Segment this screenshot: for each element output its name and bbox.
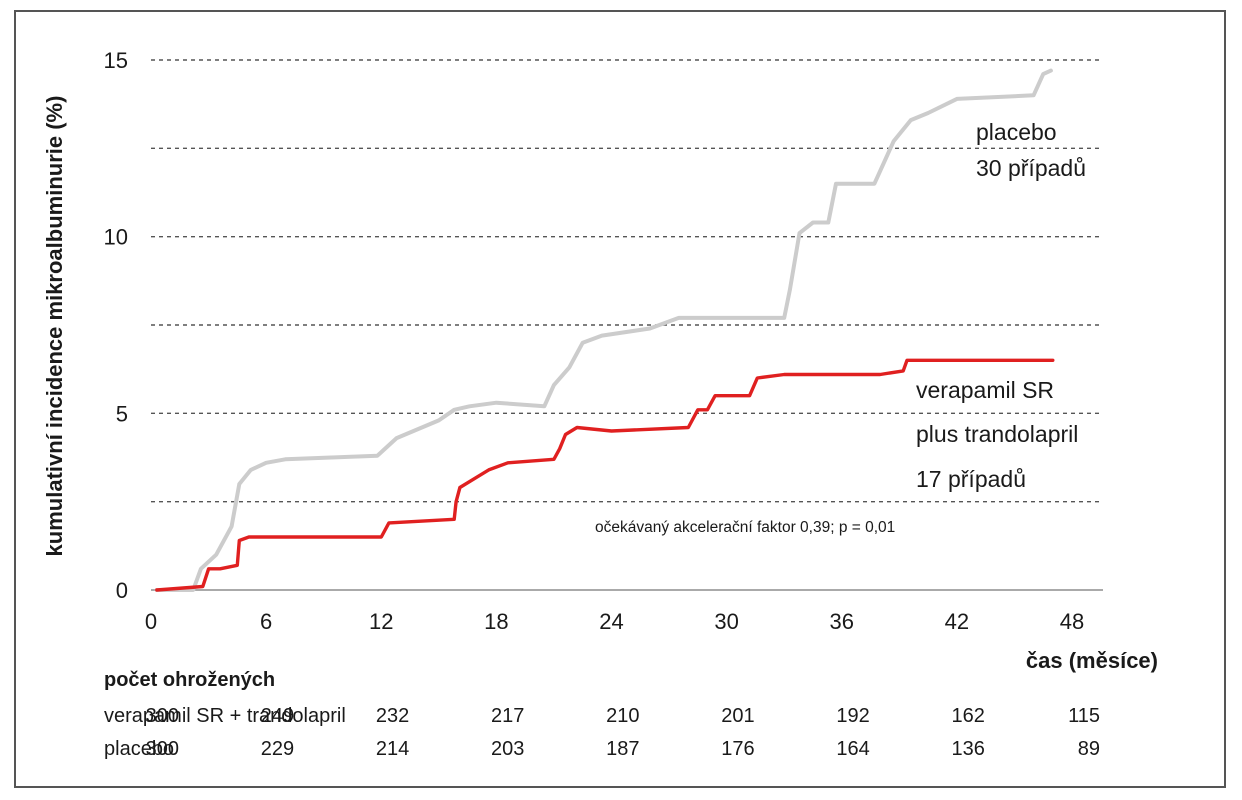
at-risk-value: 214 <box>375 738 410 760</box>
at-risk-value: 115 <box>1068 705 1100 727</box>
x-tick-label: 24 <box>599 609 623 634</box>
x-tick-label: 42 <box>945 609 969 634</box>
grid-lines <box>151 59 1103 503</box>
at-risk-value: 300 <box>145 705 179 727</box>
x-tick-label: 30 <box>714 609 738 634</box>
statistics-note: očekávaný akcelerační faktor 0,39; p = 0… <box>595 519 895 536</box>
at-risk-title: počet ohrožených <box>104 669 276 691</box>
treatment-label-line2: plus trandolapril <box>916 421 1078 447</box>
y-tick-label: 5 <box>116 401 128 426</box>
treatment-line <box>155 358 1055 592</box>
at-risk-value: 136 <box>951 738 985 760</box>
y-tick-label: 15 <box>104 48 128 73</box>
at-risk-value: 201 <box>721 705 755 727</box>
at-risk-value: 162 <box>951 705 985 727</box>
placebo-label: placebo <box>976 119 1057 145</box>
at-risk-value: 164 <box>836 738 870 760</box>
at-risk-value: 203 <box>491 738 525 760</box>
y-tick-label: 0 <box>116 578 128 603</box>
x-tick-label: 18 <box>484 609 508 634</box>
x-axis-label: čas (měsíce) <box>1026 648 1158 673</box>
at-risk-value: 229 <box>260 738 295 760</box>
treatment-cases-label: 17 případů <box>916 466 1026 492</box>
at-risk-row-label: verapamil SR + trandolapril <box>104 705 346 727</box>
x-tick-label: 0 <box>145 609 157 634</box>
placebo-line <box>154 68 1053 592</box>
y-tick-label: 10 <box>104 225 128 250</box>
x-tick-label: 48 <box>1060 609 1084 634</box>
x-tick-label: 36 <box>830 609 854 634</box>
x-tick-label: 6 <box>260 609 272 634</box>
chart-frame <box>14 10 1226 788</box>
at-risk-row-label: placebo <box>104 738 175 760</box>
at-risk-value: 232 <box>375 705 410 727</box>
at-risk-value: 192 <box>836 705 870 727</box>
at-risk-value: 210 <box>606 705 640 727</box>
placebo-cases-label: 30 případů <box>976 155 1086 181</box>
tick-labels: 0 6 12 18 24 30 36 42 48 0 5 10 15 <box>104 48 1085 634</box>
at-risk-value: 187 <box>606 738 640 760</box>
at-risk-value: 89 <box>1077 738 1100 760</box>
at-risk-value: 176 <box>721 738 755 760</box>
series-lines <box>154 68 1055 592</box>
treatment-label-line1: verapamil SR <box>916 377 1054 403</box>
at-risk-value: 249 <box>260 705 295 727</box>
y-axis-label: kumulativní incidence mikroalbuminurie (… <box>42 96 67 557</box>
at-risk-value: 300 <box>145 738 179 760</box>
x-tick-label: 12 <box>369 609 393 634</box>
at-risk-value: 217 <box>491 705 525 727</box>
